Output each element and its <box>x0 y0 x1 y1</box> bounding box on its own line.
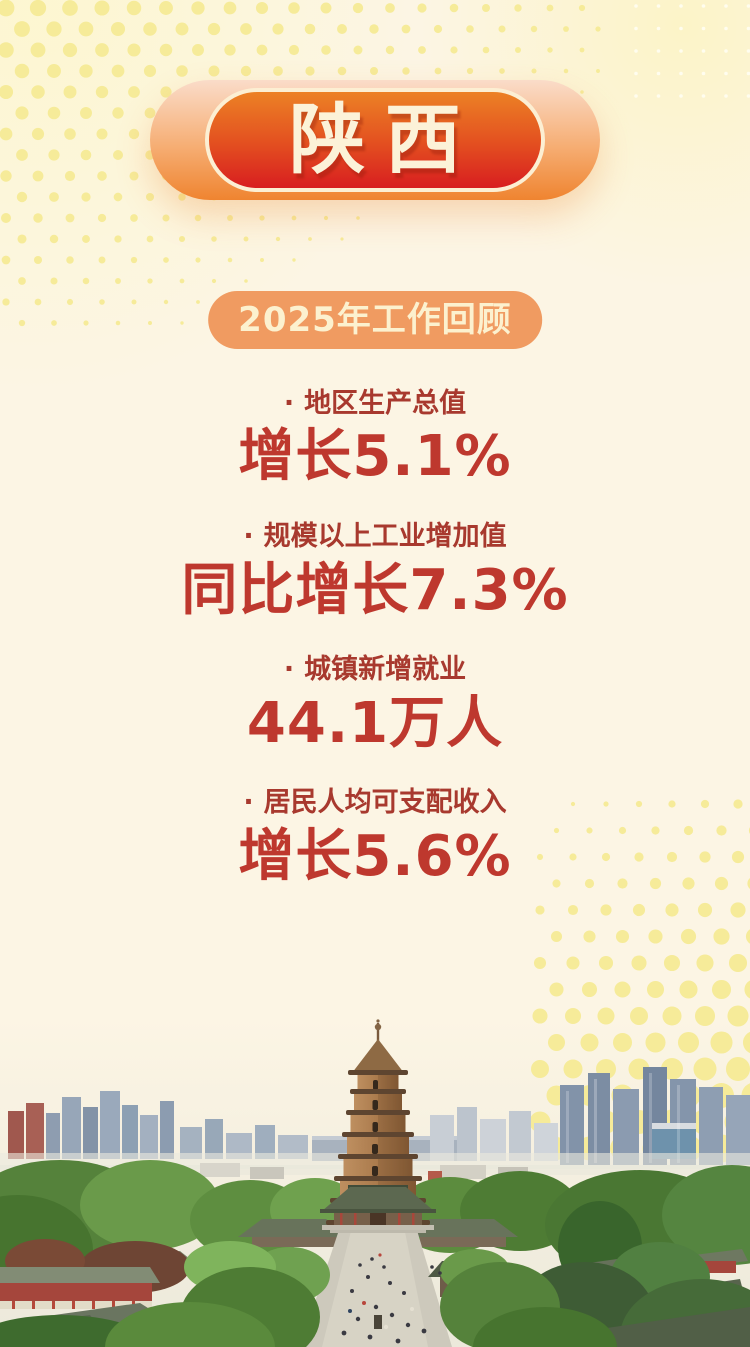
bullet-icon: · <box>283 388 295 419</box>
foreground-trees <box>105 1241 617 1347</box>
photo-pagoda-cityscape <box>0 1019 750 1347</box>
white-dots-top-right <box>634 4 750 98</box>
bullet-icon: · <box>283 654 295 686</box>
side-halls <box>238 1219 518 1247</box>
stat-gdp: · 地区生产总值 增长5.1% <box>238 388 511 489</box>
stat-gdp-label: 地区生产总值 <box>304 388 467 419</box>
front-hall <box>320 1185 436 1230</box>
stat-industry: · 规模以上工业增加值 同比增长7.3% <box>181 521 568 622</box>
stat-income-value: 增长5.6% <box>238 823 512 889</box>
stat-income: · 居民人均可支配收入 增长5.6% <box>238 787 511 888</box>
province-title: 陕西 <box>289 95 481 184</box>
stat-gdp-value: 增长5.1% <box>238 424 512 490</box>
stat-gdp-label-row: · 地区生产总值 <box>284 388 466 420</box>
stat-industry-value: 同比增长7.3% <box>181 557 569 623</box>
stat-employment: · 城镇新增就业 44.1万人 <box>247 654 503 755</box>
stats-list: · 地区生产总值 增长5.1% · 规模以上工业增加值 同比增长7.3% · 城… <box>0 388 750 920</box>
province-badge: 陕西 <box>205 88 545 192</box>
plaza <box>300 1227 452 1347</box>
province-badge-glow: 陕西 <box>150 80 600 200</box>
plaza-people <box>341 1253 442 1344</box>
stat-industry-label: 规模以上工业增加值 <box>263 521 507 553</box>
right-temple <box>515 1242 750 1347</box>
stat-income-label-row: · 居民人均可支配收入 <box>243 787 506 819</box>
section-badge: 2025年工作回顾 <box>208 291 542 349</box>
bullet-icon: · <box>243 787 254 819</box>
stat-employment-label-row: · 城镇新增就业 <box>284 654 466 686</box>
stat-income-label: 居民人均可支配收入 <box>263 787 507 819</box>
bullet-icon: · <box>243 521 254 553</box>
stat-employment-label: 城镇新增就业 <box>304 654 467 686</box>
stat-industry-label-row: · 规模以上工业增加值 <box>243 521 506 553</box>
section-title: 2025年工作回顾 <box>238 300 512 340</box>
stat-employment-value: 44.1万人 <box>246 690 504 756</box>
